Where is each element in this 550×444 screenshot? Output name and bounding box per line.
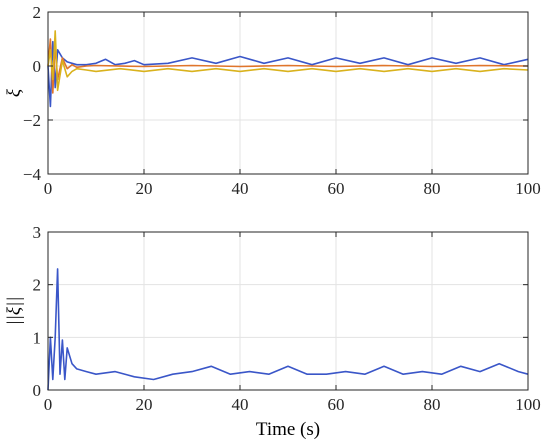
x-axis-label: Time (s) xyxy=(256,419,320,440)
axes-frame xyxy=(47,231,529,391)
x-tick-label: 60 xyxy=(328,179,345,198)
series-line-1 xyxy=(47,268,529,391)
y-tick-label: 0 xyxy=(33,381,42,400)
x-tick-label: 40 xyxy=(232,179,249,198)
y-tick-label: −4 xyxy=(23,165,42,184)
y-tick-label: 0 xyxy=(33,57,42,76)
x-tick-label: 0 xyxy=(44,395,53,414)
x-tick-label: 20 xyxy=(136,179,153,198)
y-axis-label: ξ xyxy=(4,88,25,97)
series-line-3 xyxy=(47,30,529,92)
x-tick-label: 60 xyxy=(328,395,345,414)
x-tick-label: 100 xyxy=(515,395,541,414)
x-tick-label: 100 xyxy=(515,179,541,198)
axes-frame xyxy=(47,11,529,175)
series-line-2 xyxy=(47,38,529,94)
chart-panel-2: 0 20 40 60 80 100 3 2 1 0 ||ξ|| Time (s) xyxy=(4,223,541,440)
series-line-1 xyxy=(47,40,529,108)
x-tick-label: 40 xyxy=(232,395,249,414)
y-tick-label: 2 xyxy=(33,3,42,22)
y-tick-label: −2 xyxy=(23,111,41,130)
x-tick-label: 80 xyxy=(424,179,441,198)
y-tick-label: 2 xyxy=(33,276,42,295)
y-tick-label: 3 xyxy=(33,223,42,242)
y-tick-label: 1 xyxy=(33,328,42,347)
x-tick-label: 20 xyxy=(136,395,153,414)
x-tick-label: 80 xyxy=(424,395,441,414)
y-axis-label: ||ξ|| xyxy=(4,296,25,325)
x-tick-label: 0 xyxy=(44,179,53,198)
